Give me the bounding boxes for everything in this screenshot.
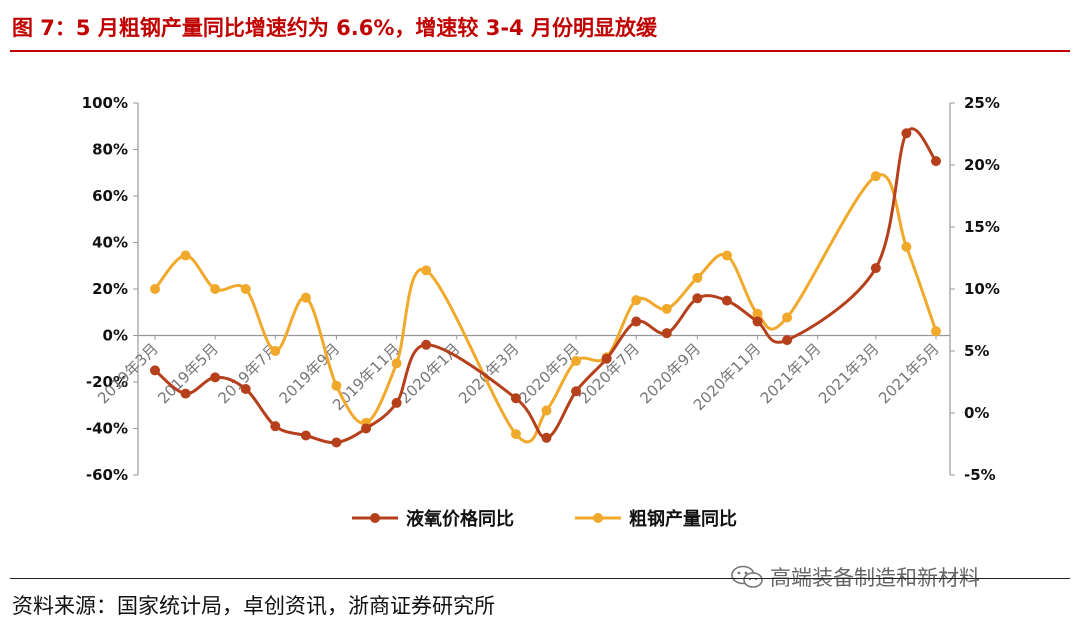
data-point-steel-output	[421, 265, 432, 276]
left-tick-label: 20%	[92, 280, 128, 298]
right-tick-label: 25%	[964, 94, 1000, 112]
legend-marker	[593, 513, 603, 523]
figure-title: 图 7：5 月粗钢产量同比增速约为 6.6%，增速较 3-4 月份明显放缓	[12, 16, 657, 40]
data-point-lox-price	[782, 335, 793, 346]
x-tick-label: 2020年7月	[575, 340, 643, 408]
data-point-steel-output	[782, 312, 793, 323]
title-divider	[10, 50, 1070, 52]
data-point-lox-price	[661, 328, 672, 339]
data-point-steel-output	[391, 358, 402, 369]
series-line-steel-output	[153, 173, 938, 444]
data-point-steel-output	[752, 308, 763, 319]
data-point-lox-price	[180, 388, 191, 399]
watermark: 高端装备制造和新材料	[730, 562, 980, 592]
wechat-icon	[731, 565, 763, 588]
data-point-steel-output	[331, 380, 342, 391]
right-tick-label: -5%	[964, 466, 996, 484]
data-point-steel-output	[300, 292, 311, 303]
data-point-lox-price	[931, 156, 941, 167]
data-point-lox-price	[752, 316, 763, 327]
left-tick-label: -40%	[86, 420, 128, 438]
x-tick-label: 2021年1月	[757, 340, 825, 408]
watermark-text: 高端装备制造和新材料	[770, 566, 980, 590]
right-tick-label: 5%	[964, 342, 989, 360]
data-point-steel-output	[870, 171, 881, 182]
legend-label: 液氧价格同比	[406, 508, 514, 530]
left-tick-label: 0%	[103, 327, 128, 345]
data-point-steel-output	[931, 326, 941, 337]
left-tick-label: 60%	[92, 187, 128, 205]
data-point-lox-price	[391, 397, 402, 408]
data-point-steel-output	[571, 355, 582, 366]
data-point-lox-price	[210, 372, 221, 383]
right-tick-label: 20%	[964, 156, 1000, 174]
data-point-steel-output	[721, 250, 732, 261]
data-point-steel-output	[210, 284, 221, 294]
data-point-steel-output	[270, 346, 281, 356]
data-point-lox-price	[510, 393, 521, 404]
legend-label: 粗钢产量同比	[629, 508, 737, 530]
left-tick-label: -60%	[86, 466, 128, 484]
data-point-lox-price	[901, 128, 912, 139]
legend-marker	[370, 513, 380, 523]
right-tick-label: 10%	[964, 280, 1000, 298]
data-point-lox-price	[150, 365, 160, 376]
chart-area: 100% 80% 60% 40% 20% 0% -20% -40% -60% 25% 20% 15% 1…	[0, 60, 1080, 570]
data-point-steel-output	[631, 295, 642, 306]
data-point-lox-price	[300, 430, 311, 441]
x-tick-label: 2021年3月	[815, 340, 883, 408]
data-point-lox-price	[421, 339, 432, 350]
left-tick-label: 100%	[82, 94, 128, 112]
data-point-lox-price	[361, 423, 372, 434]
data-point-lox-price	[541, 432, 552, 443]
data-point-steel-output	[541, 405, 552, 416]
data-point-lox-price	[331, 437, 342, 448]
left-tick-label: 80%	[92, 141, 128, 159]
data-point-lox-price	[601, 353, 612, 364]
data-point-steel-output	[180, 250, 191, 261]
right-tick-label: 15%	[964, 218, 1000, 236]
data-point-lox-price	[870, 263, 881, 274]
data-point-lox-price	[721, 295, 732, 306]
data-point-lox-price	[631, 316, 642, 327]
data-point-steel-output	[661, 303, 672, 314]
source-divider	[10, 578, 1070, 579]
left-tick-label: -20%	[86, 373, 128, 391]
source-note: 资料来源：国家统计局，卓创资讯，浙商证券研究所	[12, 594, 495, 618]
data-point-lox-price	[571, 386, 582, 397]
x-tick-label: 2021年5月	[875, 340, 943, 408]
data-point-steel-output	[510, 429, 521, 440]
line-chart: 100% 80% 60% 40% 20% 0% -20% -40% -60% 25% 20% 15% 1…	[82, 94, 1000, 530]
data-point-steel-output	[692, 272, 703, 283]
data-point-lox-price	[240, 383, 251, 394]
right-tick-label: 0%	[964, 404, 989, 422]
data-point-steel-output	[240, 284, 251, 294]
left-tick-label: 40%	[92, 234, 128, 252]
data-point-steel-output	[901, 241, 912, 252]
data-point-lox-price	[692, 293, 703, 304]
data-point-lox-price	[270, 421, 281, 432]
data-point-steel-output	[150, 284, 160, 294]
